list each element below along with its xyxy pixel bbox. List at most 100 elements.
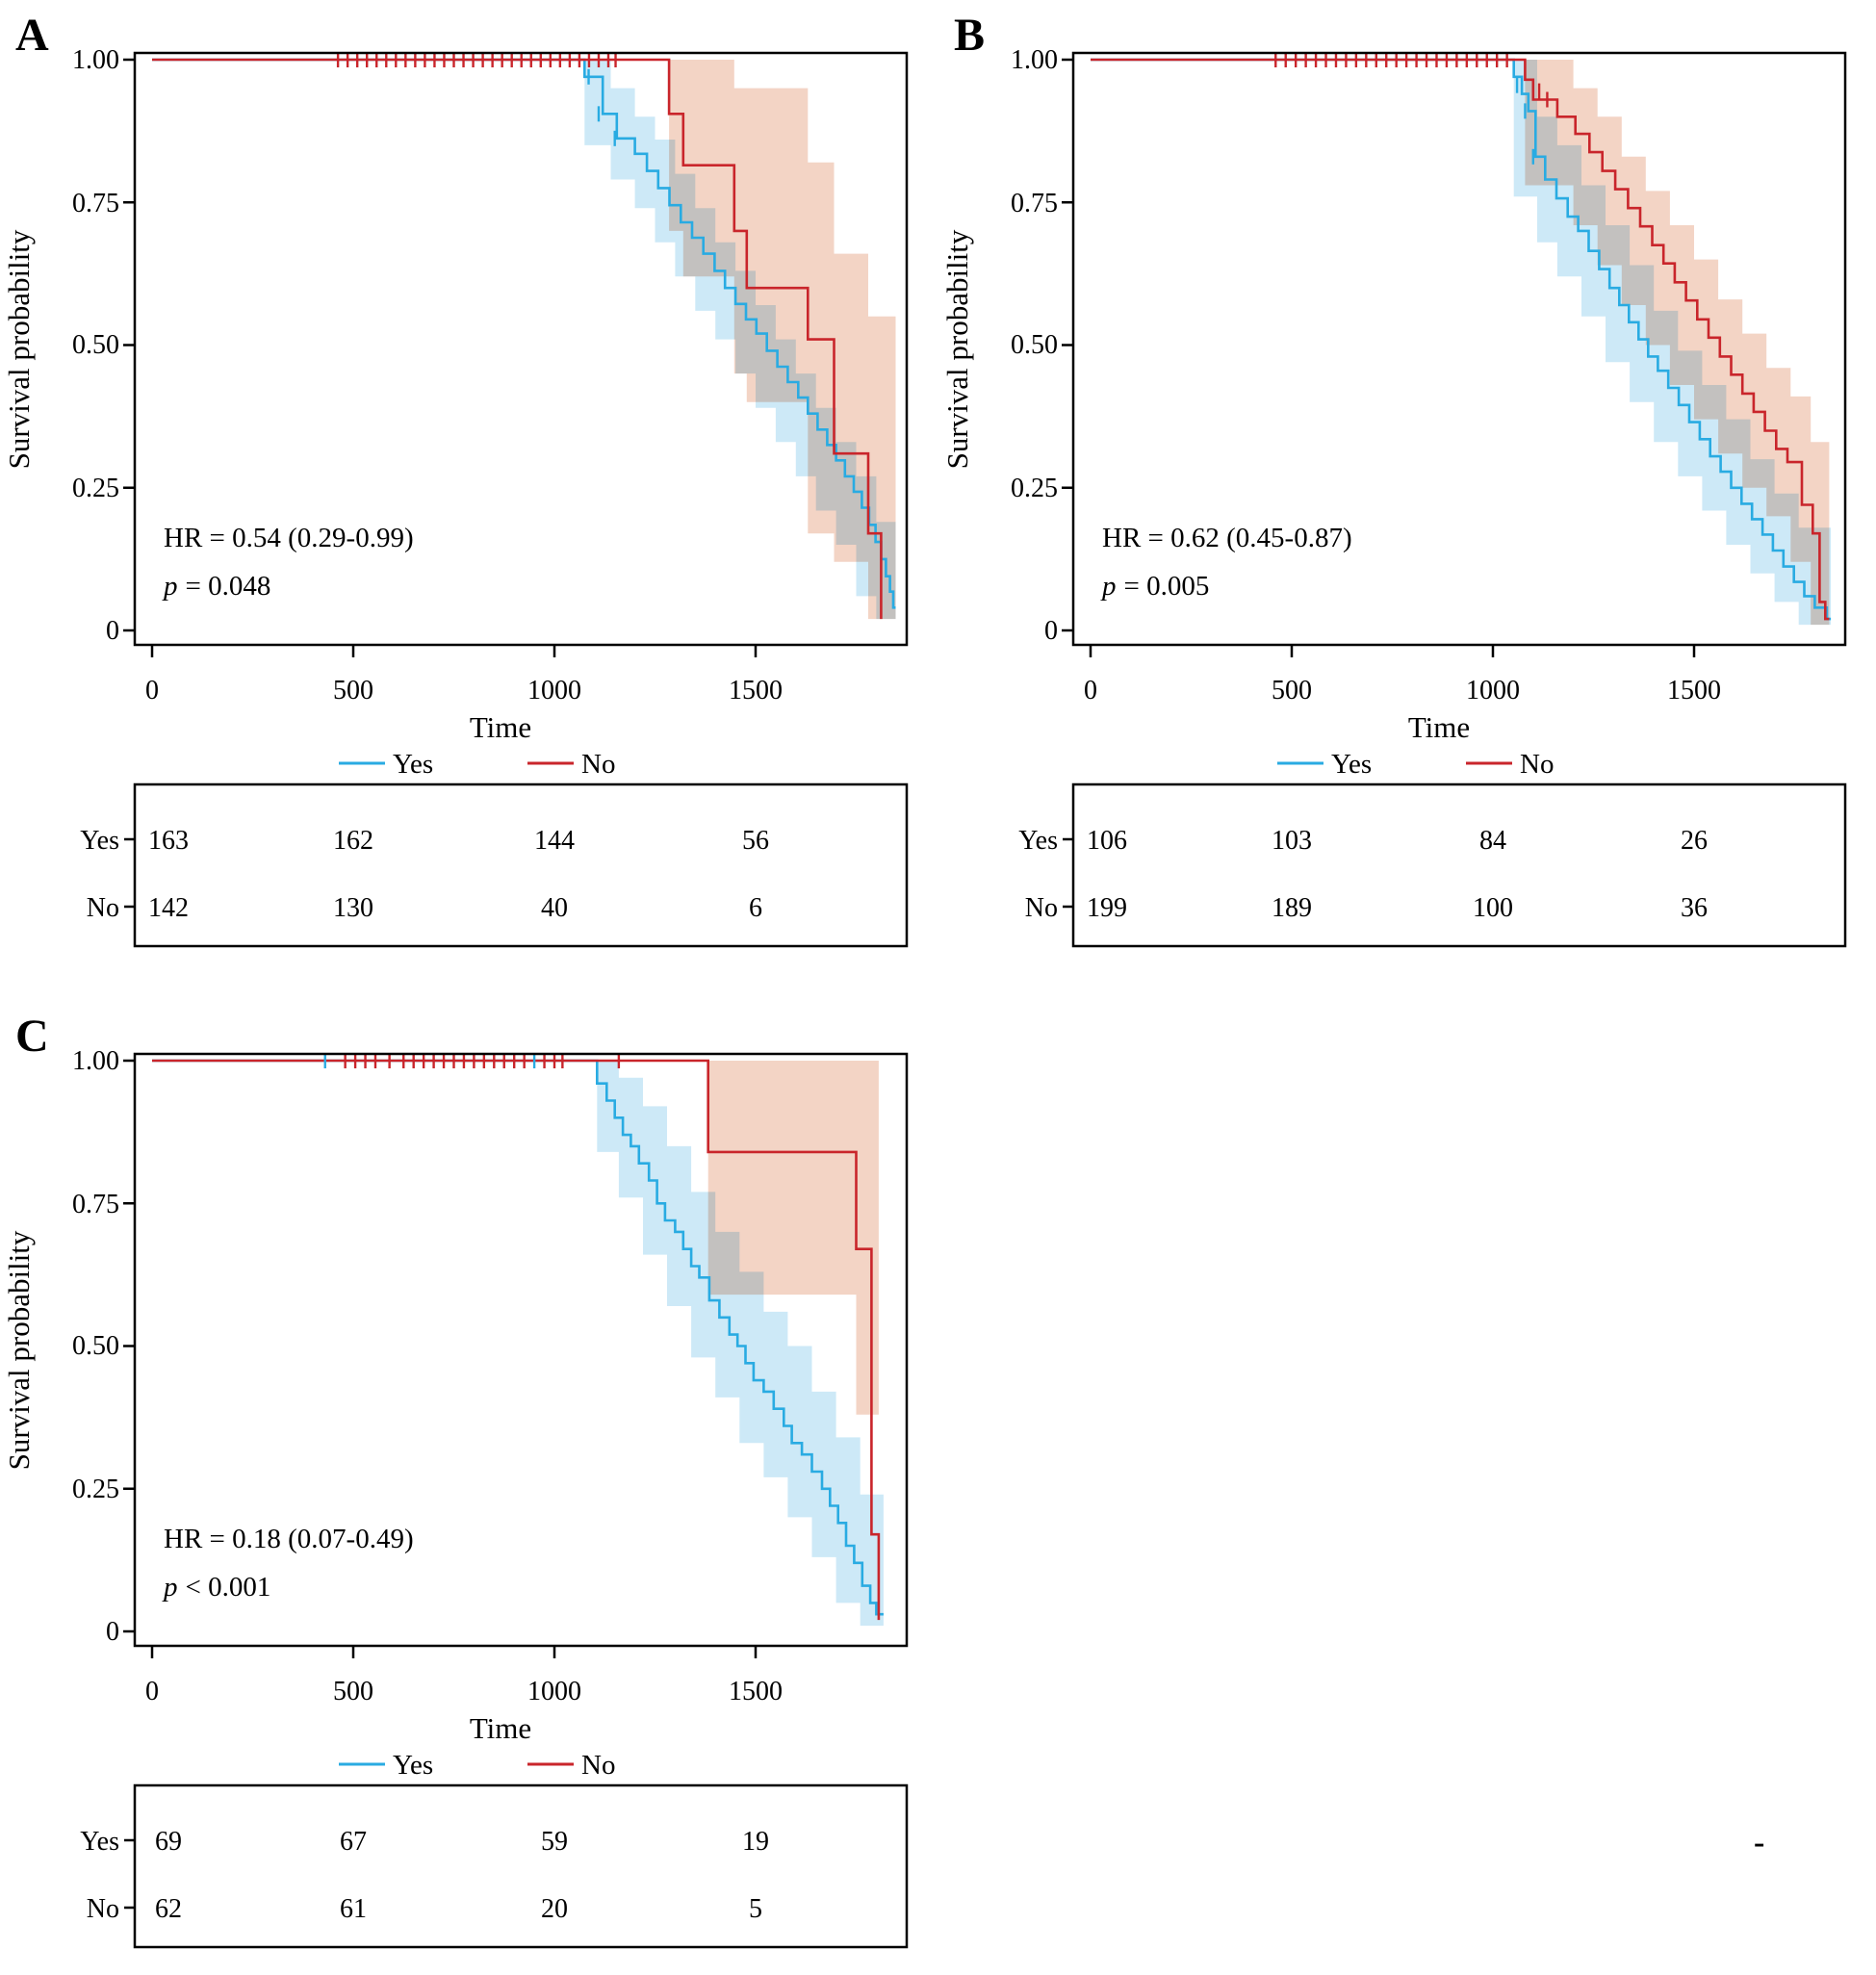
hr-annotation: HR = 0.54 (0.29-0.99) p = 0.048: [162, 523, 414, 602]
panel-c: C Survival probability 1.00 0.75 0.50 0.…: [0, 1001, 938, 1975]
risk-count: 59: [541, 1827, 568, 1857]
legend: Yes No: [1277, 749, 1554, 780]
risk-count: 67: [340, 1827, 367, 1857]
x-tick-label: 0: [1084, 676, 1097, 705]
risk-count: 100: [1473, 893, 1513, 923]
risk-row-label: No: [87, 1894, 119, 1924]
y-tick-label: 0.50: [72, 330, 119, 360]
risk-count: 106: [1087, 826, 1127, 856]
km-plot-area: [123, 52, 896, 657]
panel-a-svg: A Survival probability 1.00 0.75 0.50 0.…: [2, 10, 909, 948]
x-tick-label: 500: [1272, 676, 1312, 705]
risk-count: 130: [333, 893, 373, 923]
risk-row-label: No: [87, 893, 119, 923]
risk-table: Yes No 106 103 84 26 199 189 100 36: [1018, 782, 1847, 948]
legend-label-yes: Yes: [393, 1750, 433, 1781]
ci-band-yes: [597, 1061, 884, 1627]
x-axis-title: Time: [470, 710, 531, 744]
x-tick-label: 0: [145, 1677, 159, 1706]
risk-table-border: [133, 782, 909, 948]
y-tick-label: 0.75: [72, 1190, 119, 1219]
km-curve-yes: [152, 58, 896, 609]
y-tick-label: 0.50: [72, 1331, 119, 1361]
x-tick-label: 1000: [527, 676, 581, 705]
risk-count: 62: [155, 1894, 182, 1924]
panel-letter-b: B: [954, 10, 985, 61]
y-tick-labels: 1.00 0.75 0.50 0.25 0: [72, 1046, 119, 1647]
ci-band-no: [1525, 60, 1830, 626]
x-tick-label: 1500: [729, 1677, 783, 1706]
risk-count: 5: [749, 1894, 762, 1924]
y-tick-label: 0: [1044, 616, 1058, 646]
risk-table: Yes No 69 67 59 19 62 61 20 5: [80, 1783, 909, 1949]
y-tick-label: 1.00: [72, 1046, 119, 1076]
legend: Yes No: [339, 1750, 615, 1781]
risk-count: 19: [742, 1827, 769, 1857]
risk-row-label: Yes: [80, 1827, 119, 1857]
x-tick-label: 1500: [729, 676, 783, 705]
km-plot-area: [1062, 52, 1832, 657]
y-tick-label: 0.50: [1011, 330, 1058, 360]
km-curve-no: [152, 58, 883, 620]
risk-row-label: Yes: [1018, 826, 1058, 856]
risk-count: 61: [340, 1894, 367, 1924]
panel-b: B Survival probability 1.00 0.75 0.50 0.…: [938, 0, 1876, 1006]
y-tick-label: 0: [106, 616, 119, 646]
risk-count: 36: [1681, 893, 1708, 923]
panel-letter-a: A: [15, 10, 49, 61]
p-value-text: p = 0.005: [1100, 571, 1209, 602]
risk-row-label: No: [1025, 893, 1058, 923]
legend-label-yes: Yes: [393, 749, 433, 780]
risk-count: 40: [541, 893, 568, 923]
panel-c-svg: C Survival probability 1.00 0.75 0.50 0.…: [2, 1011, 909, 1949]
plot-border: [133, 1052, 909, 1648]
hr-text: HR = 0.18 (0.07-0.49): [164, 1524, 414, 1554]
km-plot-area: [123, 1053, 884, 1658]
legend-label-yes: Yes: [1331, 749, 1372, 780]
plot-border: [133, 51, 909, 647]
stray-mark-artifact: -: [1754, 1825, 1765, 1860]
x-tick-label: 1000: [1466, 676, 1520, 705]
y-axis-title: Survival probability: [940, 229, 974, 469]
x-tick-label: 1500: [1667, 676, 1721, 705]
y-axis-title: Survival probability: [2, 229, 36, 469]
km-curve-yes: [1091, 58, 1832, 621]
risk-table-border: [1071, 782, 1847, 948]
km-curve-no: [1091, 58, 1830, 621]
risk-count: 199: [1087, 893, 1127, 923]
y-tick-labels: 1.00 0.75 0.50 0.25 0: [1011, 45, 1058, 646]
km-curve-yes: [152, 1059, 884, 1616]
risk-count: 69: [155, 1827, 182, 1857]
p-value-text: p < 0.001: [162, 1572, 270, 1603]
hr-text: HR = 0.62 (0.45-0.87): [1102, 523, 1352, 553]
x-tick-label: 0: [145, 676, 159, 705]
ci-band-no: [669, 60, 896, 620]
hr-annotation: HR = 0.18 (0.07-0.49) p < 0.001: [162, 1524, 414, 1603]
y-tick-label: 1.00: [72, 45, 119, 75]
risk-count: 20: [541, 1894, 568, 1924]
x-axis-title: Time: [1408, 710, 1470, 744]
panel-letter-c: C: [15, 1011, 49, 1062]
y-tick-label: 0.25: [72, 474, 119, 503]
hr-text: HR = 0.54 (0.29-0.99): [164, 523, 414, 553]
x-tick-label: 500: [333, 676, 373, 705]
y-tick-label: 1.00: [1011, 45, 1058, 75]
plot-border: [1071, 51, 1847, 647]
km-curve-no: [152, 1059, 881, 1621]
risk-count: 162: [333, 826, 373, 856]
legend-label-no: No: [581, 1750, 615, 1781]
y-tick-labels: 1.00 0.75 0.50 0.25 0: [72, 45, 119, 646]
risk-row-label: Yes: [80, 826, 119, 856]
legend: Yes No: [339, 749, 615, 780]
risk-count: 144: [534, 826, 575, 856]
x-tick-labels: 0 500 1000 1500: [145, 1677, 783, 1706]
risk-count: 189: [1272, 893, 1312, 923]
risk-count: 6: [749, 893, 762, 923]
risk-count: 56: [742, 826, 769, 856]
x-tick-label: 1000: [527, 1677, 581, 1706]
p-value-text: p = 0.048: [162, 571, 270, 602]
x-tick-label: 500: [333, 1677, 373, 1706]
risk-count: 103: [1272, 826, 1312, 856]
legend-label-no: No: [1520, 749, 1554, 780]
